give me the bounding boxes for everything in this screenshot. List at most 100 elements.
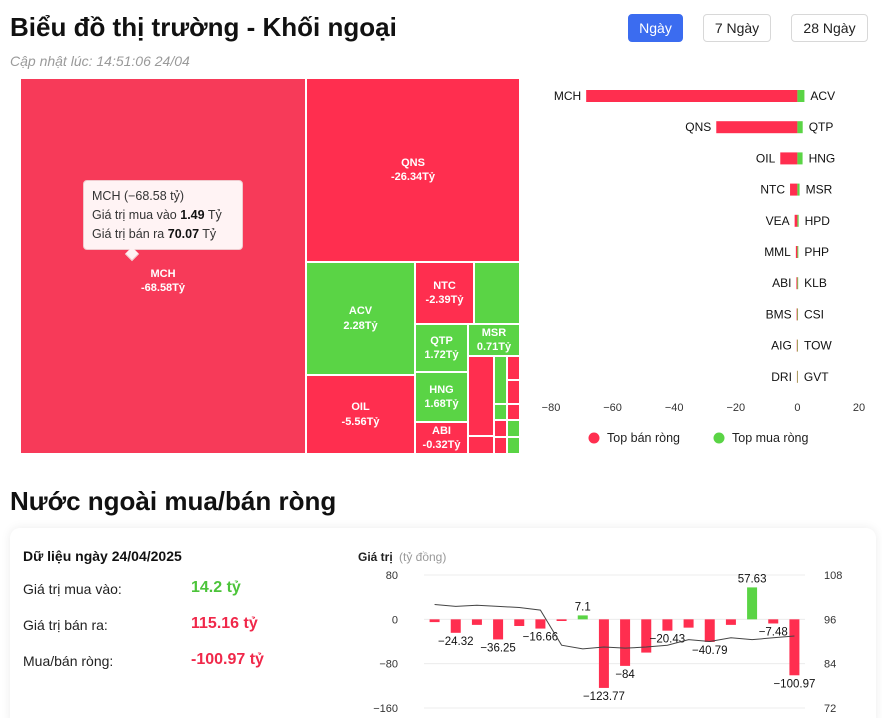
net-bar (662, 619, 673, 631)
net-history-chart: Giá trị (tỷ đồng)80 0 −80 −160 108 96 84 72 −24.3… (358, 550, 842, 715)
net-bar (598, 619, 609, 688)
bar-value-label: 7.1 (575, 601, 591, 613)
treemap-cell-green-small[interactable] (474, 262, 520, 324)
treemap-cell-code: HNG (429, 383, 454, 396)
net-bar (768, 619, 779, 624)
sell-category-label: OIL (756, 151, 776, 165)
treemap-cell-value: 1.68Tỷ (424, 398, 459, 410)
treemap-cell-small[interactable] (507, 420, 520, 437)
treemap-cell-value: 2.28Tỷ (343, 319, 378, 332)
x-tick-label: −20 (726, 402, 745, 414)
sell-bar (794, 214, 798, 227)
treemap-cell-code: QTP (430, 334, 453, 347)
sell-category-label: ABI (772, 276, 791, 290)
buy-bar (797, 246, 799, 258)
bar-value-label: −100.97 (773, 678, 815, 690)
buy-bar (797, 339, 798, 352)
buy-bar (797, 90, 805, 102)
net-bar (471, 619, 482, 625)
tooltip-buy-value: 1.49 (180, 208, 205, 222)
bar-value-label: 57.63 (738, 573, 767, 585)
buy-category-label: ACV (810, 89, 835, 103)
net-bar (725, 619, 736, 625)
y-tick-label-left: −160 (373, 703, 398, 715)
treemap-cell-acv[interactable]: ACV 2.28Tỷ (306, 262, 415, 375)
treemap-cell-small[interactable] (494, 356, 507, 404)
treemap-tooltip: MCH (−68.58 tỷ) Giá trị mua vào 1.49 Tỷ … (83, 180, 243, 250)
sell-bar (790, 183, 798, 196)
bar-value-label: −24.32 (438, 636, 474, 648)
sell-category-label: MML (764, 245, 791, 259)
sell-category-label: MCH (554, 89, 581, 103)
sell-bar (796, 339, 798, 352)
x-tick-label: −80 (542, 402, 561, 414)
chart-title: Giá trị (358, 550, 393, 564)
legend-sell-label: Top bán ròng (607, 431, 680, 445)
tooltip-sell-value: 70.07 (167, 227, 200, 241)
net-bar (514, 619, 525, 626)
treemap-cell-value: -0.32Tỷ (422, 439, 461, 451)
treemap-cell-mch[interactable]: MCH -68.58Tỷ (20, 78, 306, 454)
treemap-cell-value: -26.34Tỷ (390, 171, 436, 183)
treemap-cell-small[interactable] (507, 380, 520, 404)
treemap-cell-code: MSR (481, 326, 507, 339)
sell-bar (796, 370, 798, 383)
treemap-cell-small[interactable] (507, 356, 520, 380)
tooltip-unit: Tỷ (202, 227, 217, 241)
treemap-cell-qns[interactable]: QNS -26.34Tỷ (306, 78, 520, 262)
treemap-cell-ntc[interactable]: NTC -2.39Tỷ (415, 262, 474, 324)
y-tick-label-left: 0 (392, 614, 398, 626)
sell-bar (796, 277, 798, 290)
treemap-cell-value: -68.58Tỷ (140, 282, 186, 294)
treemap-cell-oil[interactable]: OIL -5.56Tỷ (306, 375, 415, 454)
net-bar (535, 619, 546, 629)
net-bar (450, 619, 461, 633)
net-bar (556, 619, 567, 621)
treemap-cell-value: 1.72Tỷ (424, 349, 459, 361)
y-tick-label-left: 80 (386, 570, 398, 582)
net-bar (641, 619, 652, 653)
net-section-title: Nước ngoài mua/bán ròng (10, 486, 337, 516)
net-bar (620, 619, 631, 666)
buy-bar (797, 183, 800, 196)
sell-bar (780, 152, 798, 165)
treemap-cell-hng[interactable]: HNG 1.68Tỷ (415, 372, 468, 422)
buy-category-label: HNG (809, 151, 836, 165)
x-tick-label: −40 (665, 402, 684, 414)
treemap-cell-small[interactable] (507, 404, 520, 420)
bar-value-label: −36.25 (480, 642, 516, 654)
sell-bar (586, 90, 798, 102)
tab-day[interactable]: Ngày (628, 14, 683, 42)
index-line (434, 604, 795, 650)
tooltip-title: MCH (−68.58 tỷ) (92, 189, 185, 203)
treemap-cell-small[interactable] (468, 356, 494, 436)
buy-bar (797, 370, 798, 383)
treemap-cell-qtp[interactable]: QTP 1.72Tỷ (415, 324, 468, 372)
sell-category-label: AIG (771, 339, 792, 353)
top-net-bar-chart: MCH ACV QNS QTP OIL HNG NTC MSR VEA HPD MML PHP ABI K… (542, 89, 865, 445)
treemap-cell-small[interactable] (468, 436, 494, 454)
treemap-cell-small[interactable] (494, 404, 507, 420)
treemap-cell-msr[interactable]: MSR 0.71Tỷ (468, 324, 520, 356)
y-tick-label-right: 72 (824, 703, 836, 715)
net-bar (683, 619, 694, 628)
buy-category-label: KLB (804, 276, 827, 290)
net-bar (429, 619, 440, 623)
legend-buy-label: Top mua ròng (732, 431, 808, 445)
buy-bar (797, 308, 799, 321)
buy-category-label: PHP (804, 245, 829, 259)
net-bar (747, 587, 758, 620)
buy-category-label: HPD (805, 214, 831, 228)
bar-value-label: −7.48 (759, 626, 788, 638)
tab-28-days[interactable]: 28 Ngày (791, 14, 868, 42)
buy-category-label: CSI (804, 307, 824, 321)
treemap-cell-small[interactable] (494, 437, 507, 454)
treemap-cell-small[interactable] (494, 420, 507, 437)
treemap-cell-abi[interactable]: ABI -0.32Tỷ (415, 422, 468, 454)
buy-category-label: GVT (804, 370, 829, 384)
tab-7-days[interactable]: 7 Ngày (703, 14, 771, 42)
net-bar (789, 619, 800, 676)
net-bar (577, 615, 588, 620)
buy-bar (797, 277, 799, 290)
treemap-cell-small[interactable] (507, 437, 520, 454)
